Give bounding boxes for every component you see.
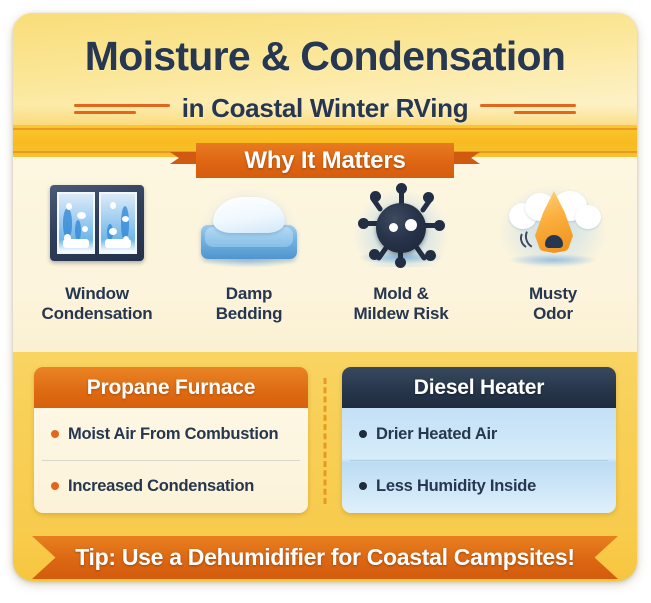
list-item: Less Humidity Inside (342, 460, 616, 512)
bullet-text: Drier Heated Air (376, 424, 498, 443)
ribbon-body (196, 143, 454, 178)
bullet-text: Less Humidity Inside (376, 476, 537, 495)
risk-caption: Window Condensation (41, 284, 153, 324)
panel-diesel-heater: Diesel Heater Drier Heated Air Less Humi… (342, 367, 616, 513)
tip-banner-body (32, 536, 618, 579)
rule-decoration-right-icon (480, 102, 577, 116)
risk-item-window-condensation: Window Condensation (21, 181, 173, 324)
panel-propane-furnace: Propane Furnace Moist Air From Combustio… (34, 367, 308, 513)
list-item: Increased Condensation (34, 460, 308, 512)
risk-item-musty-odor: Musty Odor (477, 181, 629, 324)
risk-item-mold-mildew: Mold & Mildew Risk (325, 181, 477, 324)
infographic-card: Moisture & Condensation in Coastal Winte… (13, 13, 637, 581)
tip-text: Tip: Use a Dehumidifier for Coastal Camp… (75, 544, 575, 570)
musty-odor-nose-icon (495, 181, 611, 273)
panel-heading: Diesel Heater (342, 367, 616, 408)
risk-caption: Musty Odor (528, 284, 578, 324)
page-title: Moisture & Condensation (84, 33, 566, 79)
risk-icon-band: Window Condensation Damp Bedding (13, 157, 637, 352)
bullet-dot-icon (359, 430, 367, 438)
list-item: Moist Air From Combustion (34, 408, 308, 460)
bullet-text: Increased Condensation (68, 476, 255, 495)
rule-decoration-left-icon (73, 102, 170, 116)
subtitle-row: in Coastal Winter RVing (13, 93, 637, 124)
bullet-dot-icon (51, 430, 59, 438)
window-condensation-icon (39, 181, 155, 273)
bullet-dot-icon (51, 482, 59, 490)
bullet-dot-icon (359, 482, 367, 490)
risk-icon-grid: Window Condensation Damp Bedding (21, 181, 629, 324)
risk-caption: Mold & Mildew Risk (353, 284, 449, 324)
ribbon-tail-right-icon (446, 152, 480, 164)
list-item: Drier Heated Air (342, 408, 616, 460)
why-it-matters-ribbon: Why It Matters (170, 143, 480, 178)
ribbon-tail-left-icon (170, 152, 204, 164)
mold-spore-icon (343, 181, 459, 273)
ribbon-label: Why It Matters (244, 146, 406, 174)
risk-caption: Damp Bedding (215, 284, 283, 324)
bullet-text: Moist Air From Combustion (68, 424, 279, 443)
comparison-zone: Propane Furnace Moist Air From Combustio… (13, 352, 637, 528)
damp-bedding-icon (191, 181, 307, 273)
panel-body: Moist Air From Combustion Increased Cond… (34, 408, 308, 513)
risk-item-damp-bedding: Damp Bedding (173, 181, 325, 324)
panel-heading: Propane Furnace (34, 367, 308, 408)
panel-divider (323, 378, 327, 504)
page-subtitle: in Coastal Winter RVing (181, 93, 469, 123)
panel-body: Drier Heated Air Less Humidity Inside (342, 408, 616, 513)
tip-banner: Tip: Use a Dehumidifier for Coastal Camp… (32, 536, 618, 579)
tip-zone: Tip: Use a Dehumidifier for Coastal Camp… (13, 528, 637, 581)
